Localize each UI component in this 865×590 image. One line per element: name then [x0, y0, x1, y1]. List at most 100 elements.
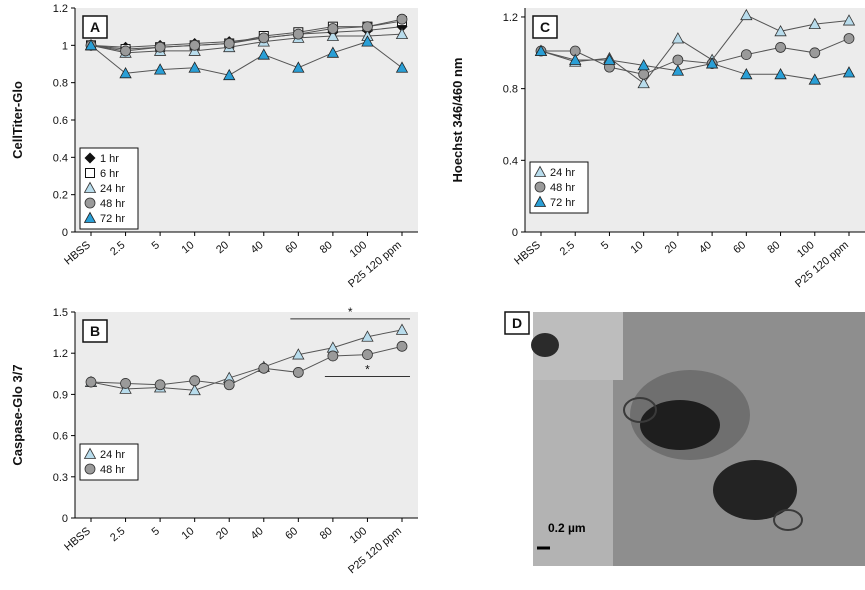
panel-c-data-point — [637, 59, 650, 71]
panel-a-data-point — [395, 27, 409, 40]
panel-a-xtick-label: 20 — [214, 239, 231, 256]
panel-b-data-point — [258, 362, 270, 374]
panel-c-data-point — [842, 14, 856, 26]
panel-a-legend-marker — [84, 197, 96, 209]
panel-a-xtick-label: HBSS — [62, 239, 93, 267]
panel-b-xtick-label: 80 — [318, 525, 335, 542]
panel-c-xtick-label: HBSS — [512, 239, 543, 267]
panel-b-data-point — [188, 383, 201, 396]
panel-a-xtick-label: 2.5 — [108, 239, 127, 258]
panel-a-series-line — [90, 20, 403, 50]
nanoparticle-aggregate-2 — [713, 460, 797, 520]
panel-b-ytick-label: 1.5 — [53, 307, 68, 319]
panel-c-y-axis-title: Hoechst 346/460 nm — [450, 57, 465, 182]
panel-d-letter: D — [512, 315, 522, 331]
panel-a-data-point — [326, 29, 340, 41]
panel-c-ytick-label: 1.2 — [503, 12, 518, 24]
panel-c-legend-marker — [534, 181, 546, 193]
panel-a-legend-marker — [85, 168, 95, 178]
panel-b-ytick-label: 0 — [62, 513, 68, 525]
panel-c-data-point — [671, 64, 685, 76]
panel-a-legend-label: 1 hr — [100, 153, 119, 165]
panel-c-letter-box — [532, 15, 558, 39]
panel-c-data-point — [740, 49, 752, 60]
panel-a-data-point — [154, 41, 166, 53]
panel-a-data-point — [189, 39, 201, 51]
panel-c-letter: C — [540, 19, 550, 35]
panel-c-data-point — [843, 33, 855, 44]
panel-a-series-line — [90, 18, 403, 52]
panel-a-data-point — [292, 28, 304, 40]
panel-b-ytick-label: 1.2 — [53, 348, 68, 360]
panel-a-data-point — [257, 48, 270, 60]
panel-a-xtick-label: 10 — [179, 239, 196, 256]
panel-b-legend-label: 24 hr — [100, 449, 125, 461]
panel-a-ytick-label: 0.2 — [53, 190, 68, 202]
panel-b-data-point — [120, 378, 131, 389]
panel-c-data-point — [809, 47, 821, 59]
panel-b-xtick-label: 40 — [249, 525, 266, 542]
panel-a-data-point — [119, 67, 132, 79]
panel-a-data-point — [120, 45, 131, 57]
panel-b-data-point — [396, 340, 408, 352]
panel-a-legend-marker — [84, 152, 96, 164]
panel-c-data-point — [672, 54, 684, 66]
panel-a-ytick-label: 0.4 — [53, 152, 68, 164]
panel-a-data-point — [223, 68, 236, 81]
panel-b-letter-box — [82, 319, 108, 343]
panel-b-ytick-label: 0.9 — [53, 389, 68, 401]
panel-c-xtick-label: 5 — [599, 239, 611, 252]
panel-b-data-point — [361, 330, 374, 342]
panel-d-micrograph: D 0.2 µm — [504, 311, 865, 566]
panel-a-xtick-label: 5 — [150, 239, 162, 252]
nanoparticle-aggregate-1 — [640, 400, 720, 450]
panel-c-xtick-label: 40 — [697, 239, 714, 256]
panel-a-series-line — [90, 33, 403, 54]
panel-c-data-point — [569, 53, 582, 65]
panel-c-legend-marker — [533, 165, 547, 177]
panel-a-data-point — [258, 32, 270, 44]
panel-c-ytick-label: 0.8 — [503, 84, 518, 96]
panel-b-significance-star: * — [365, 363, 370, 377]
panel-c-data-point — [774, 67, 787, 80]
panel-c-legend-label: 72 hr — [550, 197, 575, 209]
panel-a-data-point — [362, 21, 373, 33]
panel-a-data-point — [395, 61, 409, 73]
panel-a-data-point — [84, 39, 98, 51]
panel-c-series-line — [540, 50, 850, 81]
panel-c-data-point — [705, 57, 719, 69]
panel-c-legend-label: 24 hr — [550, 167, 575, 179]
panel-a-series-line — [90, 41, 403, 76]
panel-c-data-point — [671, 32, 685, 44]
panel-b-series-line — [90, 345, 403, 386]
panel-c-xtick-label: 100 — [795, 239, 817, 260]
panel-a-legend-marker — [83, 211, 97, 223]
panel-c-xtick-label: 2.5 — [558, 239, 577, 258]
panel-b-significance-star: * — [348, 305, 353, 319]
panel-b-ytick-label: 0.3 — [53, 472, 68, 484]
scale-bar-label: 0.2 µm — [548, 521, 586, 535]
panel-b-data-point — [85, 376, 97, 388]
panel-c-ytick-label: 0 — [512, 227, 518, 239]
panel-a-legend-label: 72 hr — [100, 213, 125, 225]
panel-c-data-point — [740, 8, 753, 21]
panel-c-data-point — [637, 76, 650, 89]
panel-a-data-point — [326, 46, 340, 58]
panel-b-data-point — [292, 348, 305, 360]
panel-a-data-point — [396, 13, 408, 25]
panel-a-xtick-label: 60 — [283, 239, 300, 256]
panel-b-data-point — [395, 323, 409, 335]
panel-b-data-point — [327, 350, 339, 362]
panel-b-data-point — [362, 349, 373, 360]
panel-b-xtick-label: 10 — [179, 525, 196, 542]
panel-c-data-point — [740, 67, 753, 80]
panel-c-xtick-label: 80 — [765, 239, 782, 256]
panel-a-legend-label: 6 hr — [100, 168, 119, 180]
panel-a-data-point — [361, 35, 374, 47]
panel-c-legend-label: 48 hr — [550, 182, 575, 194]
panel-c-ytick-label: 0.4 — [503, 155, 518, 167]
panel-b-letter: B — [90, 323, 100, 339]
